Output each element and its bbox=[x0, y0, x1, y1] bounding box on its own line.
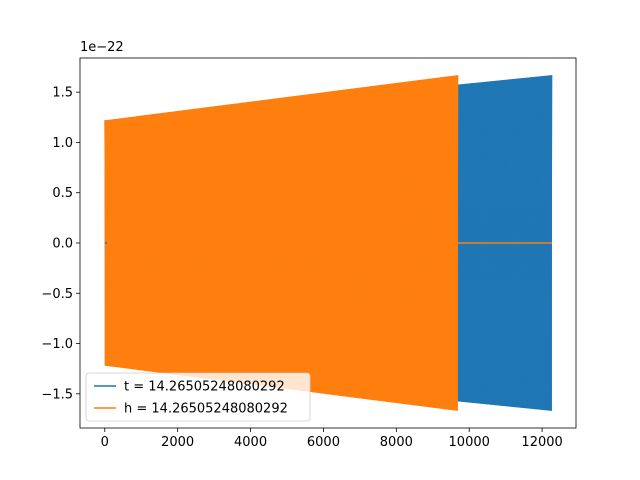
x-tick-label: 8000 bbox=[380, 435, 413, 450]
series-layer bbox=[104, 75, 553, 411]
y-tick-label: 1.0 bbox=[52, 136, 73, 151]
y-tick-label: −1.5 bbox=[41, 387, 73, 402]
x-tick-label: 4000 bbox=[234, 435, 267, 450]
y-offset-label: 1e−22 bbox=[80, 40, 124, 55]
x-tick-label: 12000 bbox=[521, 435, 562, 450]
y-tick-label: 0.0 bbox=[52, 237, 73, 252]
series-1-line bbox=[104, 75, 459, 411]
y-tick-label: 0.5 bbox=[52, 186, 73, 201]
legend-label: h = 14.26505248080292 bbox=[124, 402, 288, 417]
y-axis: −1.5 −1.0 −0.5 0.0 0.5 1.0 1.5 bbox=[41, 86, 80, 402]
x-tick-label: 2000 bbox=[161, 435, 194, 450]
x-tick-label: 10000 bbox=[449, 435, 490, 450]
y-tick-label: −0.5 bbox=[41, 287, 73, 302]
legend-label: t = 14.26505248080292 bbox=[124, 380, 285, 395]
x-axis: 0 2000 4000 6000 8000 10000 12000 bbox=[101, 428, 563, 450]
legend-box bbox=[85, 372, 311, 422]
x-tick-label: 0 bbox=[101, 435, 109, 450]
y-tick-label: −1.0 bbox=[41, 337, 73, 352]
series-1 bbox=[104, 75, 552, 411]
legend: t = 14.26505248080292 h = 14.265052480802… bbox=[85, 372, 311, 422]
x-tick-label: 6000 bbox=[307, 435, 340, 450]
y-tick-label: 1.5 bbox=[52, 86, 73, 101]
